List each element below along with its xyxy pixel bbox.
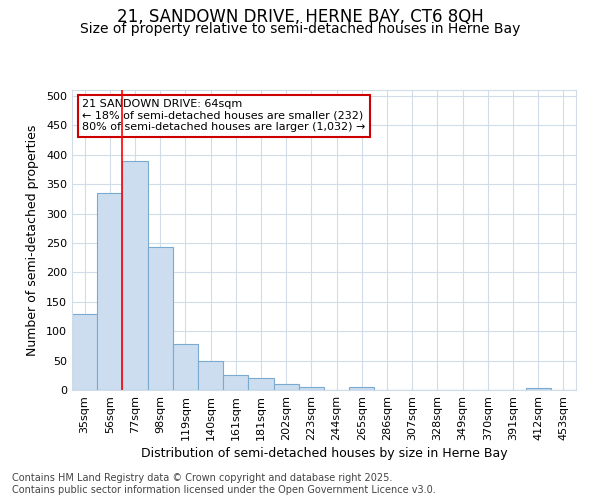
Bar (274, 384, 299, 390)
Bar (173, 344, 198, 390)
Bar (248, 378, 274, 390)
Bar (72, 314, 97, 390)
Bar (526, 388, 551, 390)
Text: Size of property relative to semi-detached houses in Herne Bay: Size of property relative to semi-detach… (80, 22, 520, 36)
Bar (97, 193, 122, 390)
Bar (299, 387, 324, 390)
Text: 21 SANDOWN DRIVE: 64sqm
← 18% of semi-detached houses are smaller (232)
80% of s: 21 SANDOWN DRIVE: 64sqm ← 18% of semi-de… (82, 99, 365, 132)
Bar (223, 374, 248, 390)
Text: Contains HM Land Registry data © Crown copyright and database right 2025.
Contai: Contains HM Land Registry data © Crown c… (12, 474, 436, 495)
Bar (349, 387, 374, 390)
X-axis label: Distribution of semi-detached houses by size in Herne Bay: Distribution of semi-detached houses by … (140, 447, 508, 460)
Bar (148, 247, 173, 390)
Y-axis label: Number of semi-detached properties: Number of semi-detached properties (26, 124, 39, 356)
Text: 21, SANDOWN DRIVE, HERNE BAY, CT6 8QH: 21, SANDOWN DRIVE, HERNE BAY, CT6 8QH (116, 8, 484, 26)
Bar (122, 160, 148, 390)
Bar (198, 360, 223, 390)
